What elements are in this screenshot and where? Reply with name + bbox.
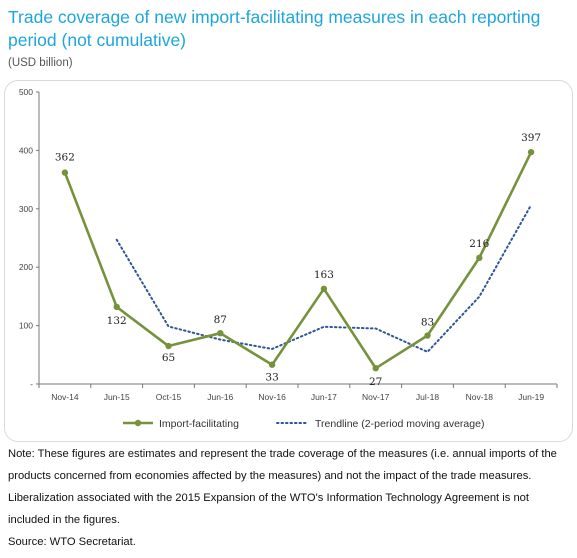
note-text: Note: These figures are estimates and re… [8, 448, 557, 482]
data-point [424, 332, 431, 339]
data-label: 132 [107, 315, 127, 327]
legend-label-trendline: Trendline (2-period moving average) [315, 418, 484, 430]
data-label: 27 [369, 376, 382, 388]
legend-marker-import-facilitating [134, 419, 142, 427]
x-tick-label: Jun-19 [518, 392, 544, 402]
data-label: 87 [214, 314, 227, 326]
x-tick-label: Jun-16 [207, 392, 233, 402]
line-chart: - 100 200 300 400 500 Nov-14 Jun-15 Oct-15 Jun-16… [19, 87, 558, 430]
data-point [268, 361, 276, 368]
x-tick-label: Nov-18 [466, 392, 494, 402]
data-point [165, 342, 172, 350]
y-tick-label: 300 [19, 204, 33, 214]
data-point [320, 285, 328, 293]
x-tick-label: Jun-15 [104, 392, 130, 402]
chart-frame: - 100 200 300 400 500 Nov-14 Jun-15 Oct-15 Jun-16… [4, 80, 573, 442]
data-label: 216 [469, 238, 489, 250]
data-label: 65 [162, 352, 175, 364]
data-point [113, 303, 120, 311]
x-tick-label: Jun-17 [311, 392, 337, 402]
data-label: 83 [421, 317, 434, 329]
data-point [527, 148, 535, 156]
data-point [476, 254, 483, 262]
notes-block: Note: These figures are estimates and re… [8, 443, 570, 553]
unit-label: (USD billion) [8, 57, 73, 69]
x-tick-label: Nov-14 [51, 392, 79, 402]
y-tick-label: 400 [19, 145, 33, 155]
data-label: 397 [521, 132, 541, 144]
y-tick-label: 200 [19, 262, 33, 272]
data-label: 163 [314, 269, 334, 281]
data-point [61, 169, 69, 176]
source-text: Source: WTO Secretariat. [8, 536, 136, 548]
x-tick-label: Nov-16 [258, 392, 286, 402]
legend-label-import-facilitating: Import-facilitating [159, 418, 239, 430]
x-tick-label: Oct-15 [156, 392, 182, 402]
data-label: 362 [55, 152, 75, 164]
data-point [217, 329, 224, 337]
y-tick-label: - [30, 379, 33, 389]
data-label: 33 [265, 372, 278, 384]
data-point [372, 365, 379, 372]
x-tick-label: Jul-18 [416, 392, 439, 402]
trendline-series [115, 204, 533, 354]
x-tick-label: Nov-17 [362, 392, 390, 402]
import-facilitating-series [63, 151, 533, 370]
y-tick-label: 500 [19, 87, 33, 97]
chart-title: Trade coverage of new import-facilitatin… [8, 7, 541, 50]
note-text-itа: Liberalization associated with the 2015 … [8, 492, 529, 526]
y-tick-label: 100 [19, 321, 33, 331]
